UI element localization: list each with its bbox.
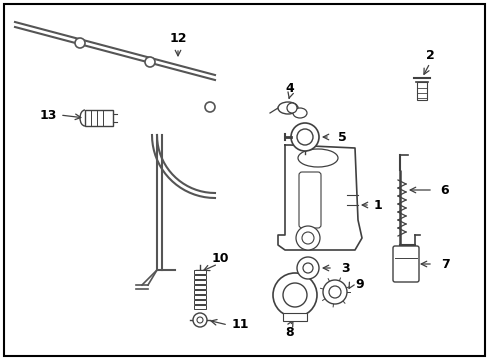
Circle shape <box>303 263 312 273</box>
Bar <box>194 270 205 274</box>
Bar <box>416 82 426 100</box>
Text: 8: 8 <box>285 325 294 338</box>
Circle shape <box>204 102 215 112</box>
Ellipse shape <box>297 149 337 167</box>
Ellipse shape <box>278 102 297 114</box>
Circle shape <box>145 57 155 67</box>
Text: 11: 11 <box>231 319 248 332</box>
FancyBboxPatch shape <box>392 246 418 282</box>
Circle shape <box>193 313 206 327</box>
Text: 9: 9 <box>355 279 364 292</box>
Circle shape <box>302 232 313 244</box>
Text: 4: 4 <box>285 81 294 95</box>
Text: 5: 5 <box>337 131 346 144</box>
Text: 3: 3 <box>340 261 348 274</box>
Text: 1: 1 <box>373 198 382 212</box>
Bar <box>194 295 205 299</box>
Ellipse shape <box>292 108 306 118</box>
Circle shape <box>75 38 85 48</box>
Text: 13: 13 <box>39 108 57 122</box>
Bar <box>194 290 205 294</box>
Text: 12: 12 <box>169 32 186 45</box>
Circle shape <box>296 257 318 279</box>
Bar <box>194 305 205 309</box>
Circle shape <box>295 226 319 250</box>
Text: 10: 10 <box>211 252 228 265</box>
Bar <box>194 275 205 279</box>
Polygon shape <box>278 145 361 250</box>
Circle shape <box>283 283 306 307</box>
Circle shape <box>290 123 318 151</box>
Text: 6: 6 <box>440 184 448 197</box>
Circle shape <box>286 103 296 113</box>
Text: 7: 7 <box>440 257 448 270</box>
FancyBboxPatch shape <box>298 172 320 228</box>
Bar <box>283 313 306 321</box>
Bar <box>194 300 205 304</box>
Bar <box>85 110 113 126</box>
Circle shape <box>328 286 340 298</box>
Circle shape <box>197 317 203 323</box>
Bar <box>194 280 205 284</box>
Bar <box>194 285 205 289</box>
Circle shape <box>272 273 316 317</box>
Circle shape <box>296 129 312 145</box>
Text: 2: 2 <box>425 49 433 62</box>
Circle shape <box>323 280 346 304</box>
